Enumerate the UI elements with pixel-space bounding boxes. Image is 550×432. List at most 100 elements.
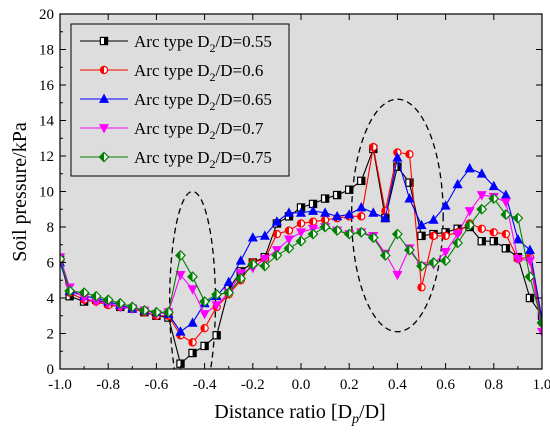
data-point <box>283 242 295 254</box>
data-point <box>391 228 403 240</box>
data-point <box>199 310 210 320</box>
y-tick-label: 10 <box>39 185 54 201</box>
legend-marker <box>98 93 110 103</box>
data-point <box>307 228 319 240</box>
data-point <box>163 306 174 318</box>
data-point <box>356 202 367 212</box>
data-point <box>380 212 391 223</box>
data-point <box>138 304 150 316</box>
data-point <box>357 176 366 186</box>
data-point <box>368 207 379 217</box>
data-point <box>501 244 511 253</box>
data-point <box>489 228 498 237</box>
legend-label: Arc type D2/D=0.6 <box>134 61 263 84</box>
data-point <box>428 214 439 224</box>
x-tick-label: 0.0 <box>292 377 311 393</box>
data-point <box>428 257 439 268</box>
legend-label-suffix: /D=0.55 <box>216 32 272 51</box>
data-point <box>319 221 331 233</box>
data-point <box>175 249 186 261</box>
data-point <box>500 198 511 208</box>
legend-item-4: Arc type D2/D=0.7 <box>80 119 264 142</box>
y-tick-label: 20 <box>39 7 54 23</box>
legend-label-suffix: /D=0.6 <box>216 61 264 80</box>
data-point <box>283 207 294 217</box>
data-point <box>536 327 542 338</box>
data-point <box>476 191 487 201</box>
data-point <box>211 289 223 300</box>
data-point <box>295 207 307 217</box>
data-point <box>187 317 198 327</box>
data-point <box>525 293 535 303</box>
legend-label-sub: 2 <box>210 157 216 171</box>
data-point <box>524 244 535 254</box>
data-point <box>476 203 488 215</box>
data-point <box>343 228 355 240</box>
data-point <box>441 231 450 241</box>
x-tick-label: -0.2 <box>241 377 265 393</box>
legend-item-2: Arc type D2/D=0.6 <box>80 61 263 84</box>
legend-label-prefix: Arc type D <box>134 119 210 138</box>
data-point <box>308 205 319 215</box>
y-tick-label: 18 <box>39 43 54 59</box>
data-point <box>367 232 379 244</box>
x-tick-label: 0.8 <box>484 377 503 393</box>
data-point <box>150 306 162 318</box>
x-tick-label: 0.6 <box>436 377 455 393</box>
y-tick-label: 12 <box>39 149 54 165</box>
data-point <box>392 271 403 281</box>
legend-item-5: Arc type D2/D=0.75 <box>80 148 272 171</box>
data-point <box>188 348 197 358</box>
x-axis-label-main: Distance ratio [D <box>214 401 352 423</box>
data-point <box>259 230 270 240</box>
y-tick-label: 6 <box>47 256 55 272</box>
data-point <box>284 226 294 235</box>
data-point <box>452 230 463 240</box>
data-point <box>320 194 330 203</box>
data-point <box>512 212 524 224</box>
data-point <box>114 297 126 309</box>
data-point <box>271 249 283 261</box>
data-point <box>477 224 486 233</box>
data-point <box>295 235 307 247</box>
legend-marker <box>99 65 109 75</box>
data-point <box>102 294 114 306</box>
x-axis-label-end: /D] <box>359 401 386 423</box>
data-point <box>272 229 282 239</box>
legend-label-suffix: /D=0.7 <box>216 119 264 138</box>
x-tick-label: -0.8 <box>96 377 120 393</box>
data-point <box>200 323 209 333</box>
data-point <box>175 326 186 336</box>
data-point <box>429 231 438 241</box>
x-tick-label: -0.4 <box>193 377 217 393</box>
data-point <box>211 301 222 311</box>
data-point <box>405 178 414 187</box>
data-point <box>187 285 198 295</box>
legend-label-suffix: /D=0.75 <box>216 148 272 167</box>
data-point <box>332 190 342 200</box>
data-point <box>501 229 511 239</box>
data-point <box>345 185 354 194</box>
data-point <box>355 226 367 238</box>
data-point <box>247 258 259 270</box>
x-tick-label: -0.6 <box>145 377 169 393</box>
data-point <box>536 317 542 329</box>
data-point <box>259 255 270 265</box>
data-point <box>331 225 343 236</box>
data-point <box>512 233 523 244</box>
data-point <box>440 200 451 210</box>
legend-label: Arc type D2/D=0.55 <box>134 32 272 55</box>
legend-label-sub: 2 <box>210 41 216 55</box>
legend-label-prefix: Arc type D <box>134 90 210 109</box>
x-tick-label: 0.2 <box>340 377 359 393</box>
x-axis-label-sub: p <box>351 412 359 427</box>
legend-label: Arc type D2/D=0.65 <box>134 90 272 113</box>
data-point <box>126 301 138 313</box>
legend-label-prefix: Arc type D <box>134 61 210 80</box>
y-tick-label: 0 <box>47 362 55 378</box>
data-point <box>223 287 235 299</box>
y-axis-label: Soil pressure/kPa <box>9 122 31 262</box>
x-tick-label: -1.0 <box>48 377 72 393</box>
data-point <box>404 193 415 203</box>
